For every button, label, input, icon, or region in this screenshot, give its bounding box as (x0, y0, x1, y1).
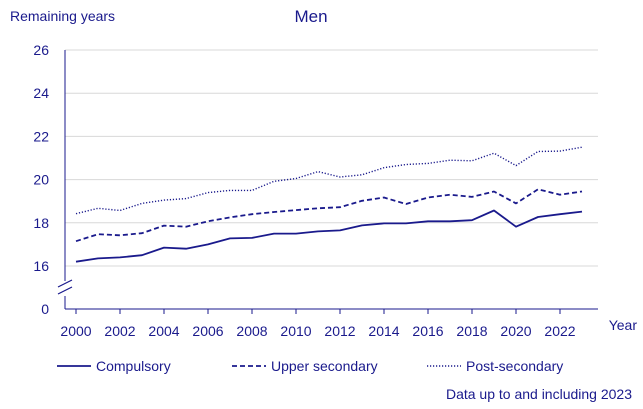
x-tick-label: 2002 (104, 323, 135, 339)
y-tick-label: 0 (41, 301, 49, 317)
series-lines (75, 146, 583, 263)
axis-break-mark (57, 286, 73, 295)
y-tick-label: 16 (33, 258, 49, 274)
axis-break-mark (57, 279, 73, 288)
x-tick-label: 2022 (544, 323, 575, 339)
x-tick-label: 2020 (500, 323, 531, 339)
x-tick-label: 2008 (236, 323, 267, 339)
x-axis-label: Year (609, 317, 638, 333)
chart-title: Men (294, 7, 327, 26)
grid-lines (65, 49, 598, 267)
series-line-upper-secondary (75, 188, 583, 243)
legend-label: Post-secondary (466, 358, 563, 374)
y-tick-label: 24 (33, 85, 49, 101)
series-line-post-secondary (75, 146, 583, 215)
x-tick-label: 2014 (368, 323, 399, 339)
y-tick-label: 20 (33, 172, 49, 188)
x-tick-label: 2010 (280, 323, 311, 339)
x-tick-label: 2016 (412, 323, 443, 339)
y-axis-label: Remaining years (10, 8, 115, 24)
legend: Compulsory Upper secondary Post-secondary (57, 358, 563, 374)
x-tick-label: 2012 (324, 323, 355, 339)
legend-label: Upper secondary (271, 358, 378, 374)
y-tick-label: 22 (33, 128, 49, 144)
y-tick-label: 26 (33, 42, 49, 58)
x-tick-label: 2004 (148, 323, 179, 339)
data-note: Data up to and including 2023 (446, 386, 632, 402)
axes (57, 50, 598, 314)
series-line-compulsory (75, 209, 583, 263)
x-tick-label: 2000 (60, 323, 91, 339)
legend-label: Compulsory (96, 358, 171, 374)
x-tick-label: 2006 (192, 323, 223, 339)
x-tick-label: 2018 (456, 323, 487, 339)
y-tick-label: 18 (33, 215, 49, 231)
